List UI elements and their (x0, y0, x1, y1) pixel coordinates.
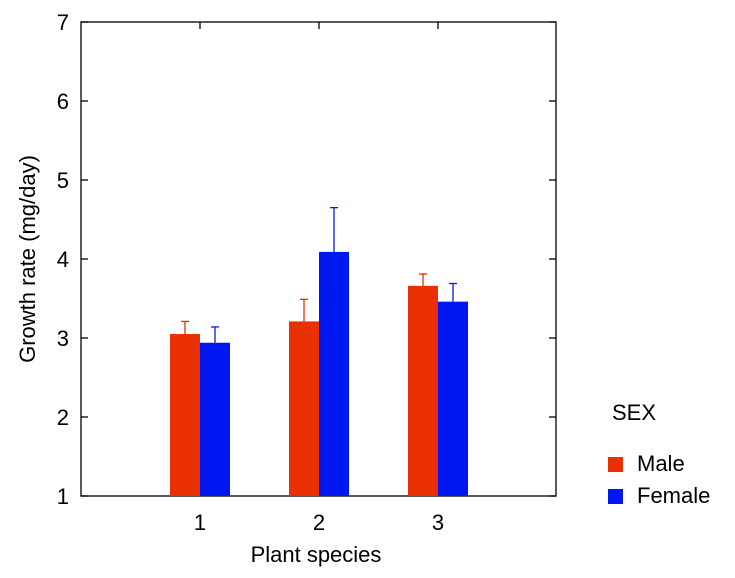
bar-female-1 (200, 342, 230, 496)
x-axis-title: Plant species (251, 542, 382, 567)
legend-swatch-female (608, 489, 623, 504)
y-axis-title: Growth rate (mg/day) (15, 155, 40, 363)
y-tick-label: 4 (57, 247, 69, 272)
x-tick-label: 3 (432, 510, 444, 535)
x-tick-label: 2 (313, 510, 325, 535)
legend-swatch-male (608, 457, 623, 472)
bar-female-3 (438, 301, 468, 496)
legend: SEX Male Female (608, 400, 710, 508)
x-axis-ticks: 1 2 3 (194, 22, 444, 535)
y-tick-label: 5 (57, 168, 69, 193)
bar-female-2 (319, 251, 349, 496)
bar-male-2 (289, 321, 319, 496)
y-tick-label: 1 (57, 484, 69, 509)
legend-title: SEX (612, 400, 656, 425)
bar-male-3 (408, 285, 438, 496)
y-tick-label: 2 (57, 405, 69, 430)
bar-series (170, 251, 468, 496)
legend-label-male: Male (637, 451, 685, 476)
legend-label-female: Female (637, 483, 710, 508)
y-tick-label: 6 (57, 89, 69, 114)
error-bars (181, 206, 457, 343)
y-tick-label: 3 (57, 326, 69, 351)
y-axis-ticks: 1 2 3 4 5 6 7 (57, 10, 556, 509)
y-tick-label: 7 (57, 10, 69, 35)
x-tick-label: 1 (194, 510, 206, 535)
bar-male-1 (170, 334, 200, 496)
